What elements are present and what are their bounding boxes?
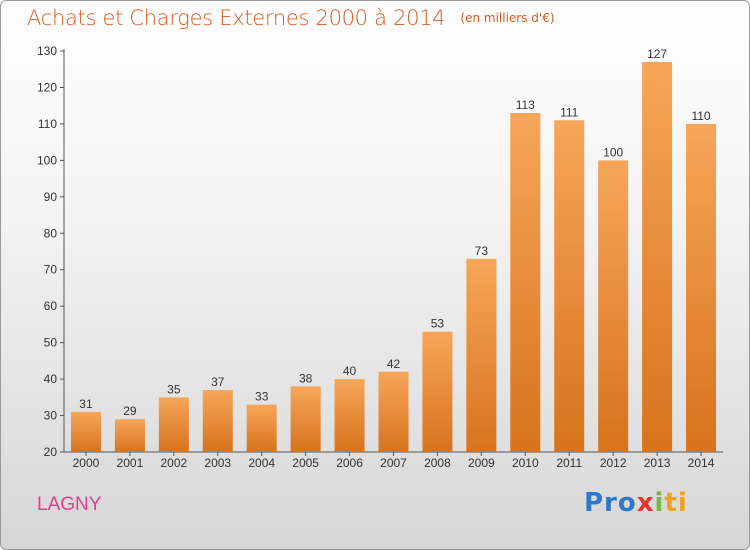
bar: [334, 379, 365, 452]
bar: [598, 160, 629, 452]
x-tick-label: 2004: [248, 456, 275, 470]
x-tick-label: 2006: [336, 456, 363, 470]
y-tick-label: 130: [37, 44, 57, 58]
x-tick-label: 2012: [600, 456, 627, 470]
bar: [158, 397, 189, 452]
bar: [202, 390, 233, 452]
bar: [510, 112, 541, 453]
bar: [70, 411, 101, 452]
x-tick-label: 2008: [424, 456, 451, 470]
chart-title: Achats et Charges Externes 2000 à 2014: [27, 6, 446, 30]
bar-value-label: 111: [560, 105, 579, 119]
bar-value-label: 40: [343, 364, 357, 378]
bar-value-label: 73: [475, 244, 489, 258]
bar: [466, 258, 497, 452]
bar: [290, 386, 321, 452]
y-tick-label: 40: [44, 372, 58, 386]
bar-value-label: 37: [211, 375, 225, 389]
y-tick-label: 90: [44, 190, 58, 204]
x-tick-label: 2009: [468, 456, 495, 470]
bar-value-label: 100: [603, 145, 623, 159]
y-tick-label: 50: [44, 336, 58, 350]
proxiti-logo: Proxiti: [584, 488, 688, 518]
x-tick-label: 2011: [556, 456, 582, 470]
x-tick-label: 2001: [117, 456, 144, 470]
bar-value-label: 113: [516, 98, 535, 112]
y-tick-label: 120: [37, 80, 57, 94]
bar-value-label: 110: [691, 109, 710, 123]
bar: [114, 419, 145, 452]
y-tick-label: 30: [44, 409, 58, 423]
x-tick-label: 2013: [644, 456, 671, 470]
chart-bars: [70, 61, 717, 453]
x-tick-label: 2010: [512, 456, 539, 470]
bar-value-label: 38: [299, 371, 313, 385]
x-tick-label: 2003: [204, 456, 231, 470]
y-tick-label: 80: [44, 226, 58, 240]
x-tick-label: 2002: [160, 456, 187, 470]
x-tick-label: 2000: [73, 456, 100, 470]
bar: [554, 120, 585, 452]
chart-title-block: Achats et Charges Externes 2000 à 2014 (…: [27, 6, 555, 30]
bar-value-label: 35: [167, 382, 181, 396]
bar: [246, 404, 277, 452]
bar: [642, 61, 673, 452]
chart-axes: 20 30 40 50 60 70 80 90 100 110 120 130: [37, 44, 723, 459]
bar-value-label: 127: [647, 47, 667, 61]
y-tick-label: 60: [44, 299, 58, 313]
x-tick-label: 2007: [380, 456, 407, 470]
bar: [378, 371, 409, 452]
bar-value-label: 33: [255, 390, 269, 404]
y-tick-label: 100: [37, 153, 57, 167]
chart-labels: 31 2000 29 2001 35 2002 37 2003 33 2004 38 2005 40 20…: [73, 47, 715, 470]
bar-value-label: 31: [79, 397, 93, 411]
bar: [422, 331, 453, 452]
chart-unit: (en milliers d'€): [460, 11, 555, 25]
y-tick-label: 20: [44, 445, 58, 459]
y-tick-label: 70: [44, 263, 58, 277]
x-tick-label: 2005: [292, 456, 319, 470]
bar-value-label: 53: [431, 317, 445, 331]
bar-value-label: 42: [387, 357, 401, 371]
y-tick-label: 110: [38, 117, 57, 131]
location-label: LAGNY: [37, 494, 102, 515]
x-tick-label: 2014: [688, 456, 715, 470]
bar: [686, 123, 717, 452]
bar-value-label: 29: [123, 404, 137, 418]
